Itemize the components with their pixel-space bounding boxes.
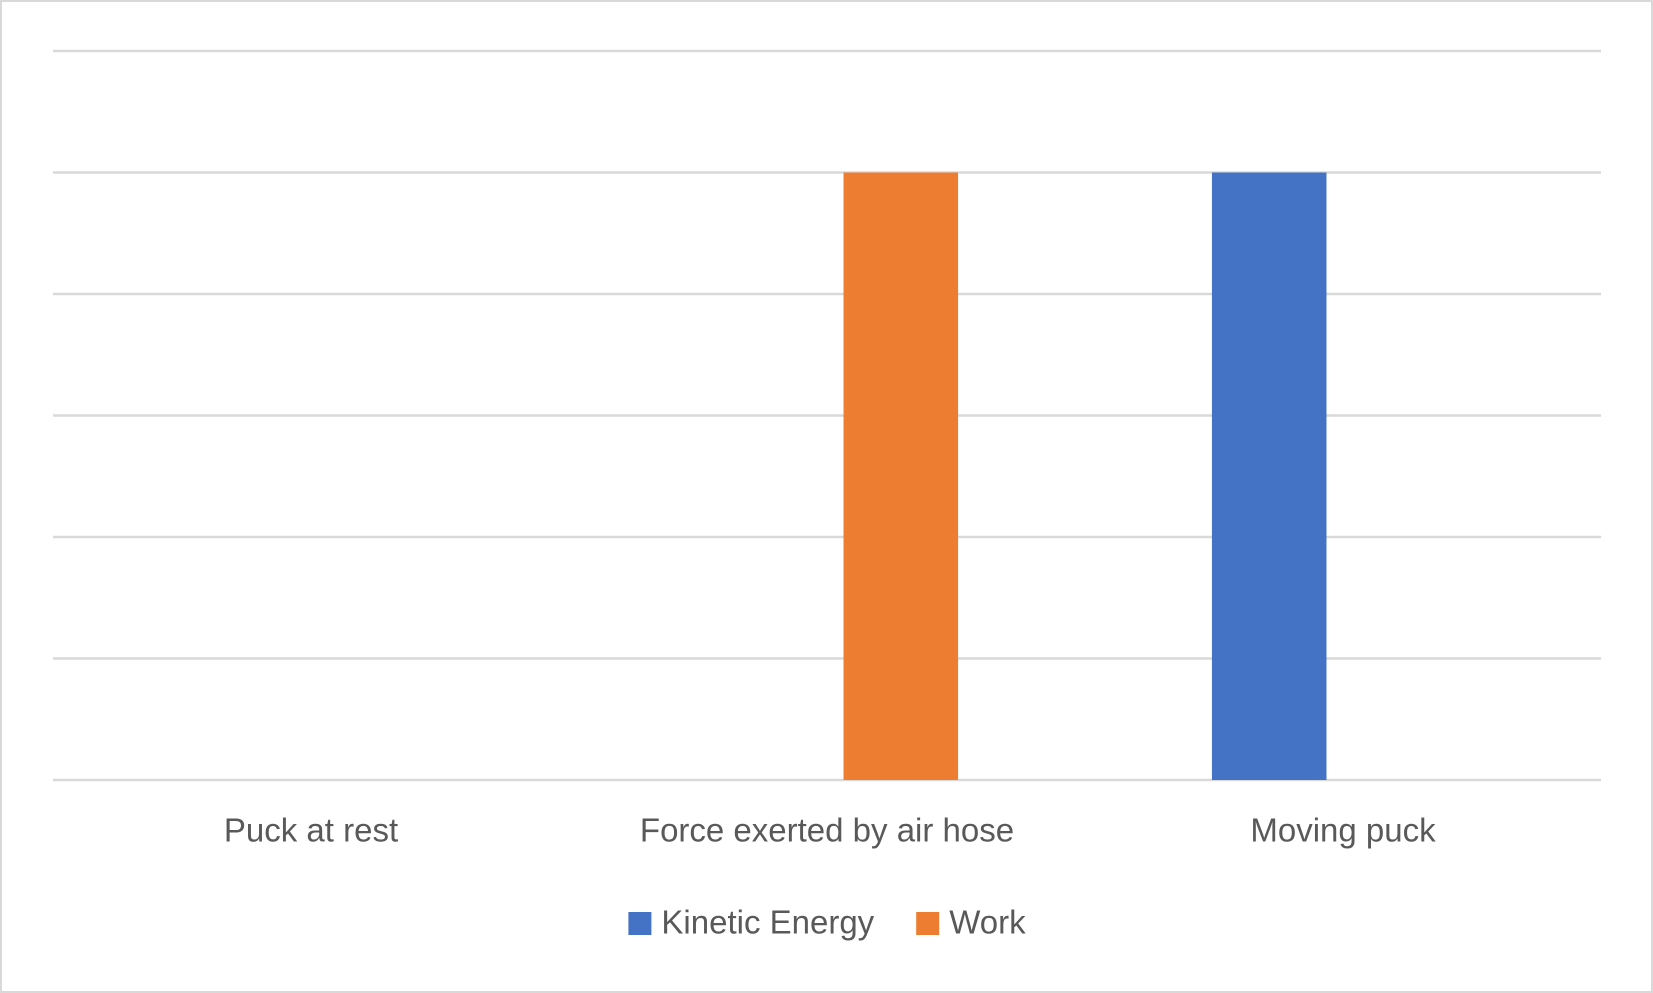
bar <box>843 172 959 780</box>
legend-label: Work <box>949 904 1026 941</box>
legend-swatch <box>628 912 652 935</box>
x-tick-label: Force exerted by air hose <box>640 812 1014 849</box>
x-tick-label: Puck at rest <box>224 812 398 849</box>
legend-swatch <box>916 912 940 935</box>
x-tick-label: Moving puck <box>1250 812 1436 849</box>
legend-label: Kinetic Energy <box>661 904 874 941</box>
bar <box>1211 172 1327 780</box>
